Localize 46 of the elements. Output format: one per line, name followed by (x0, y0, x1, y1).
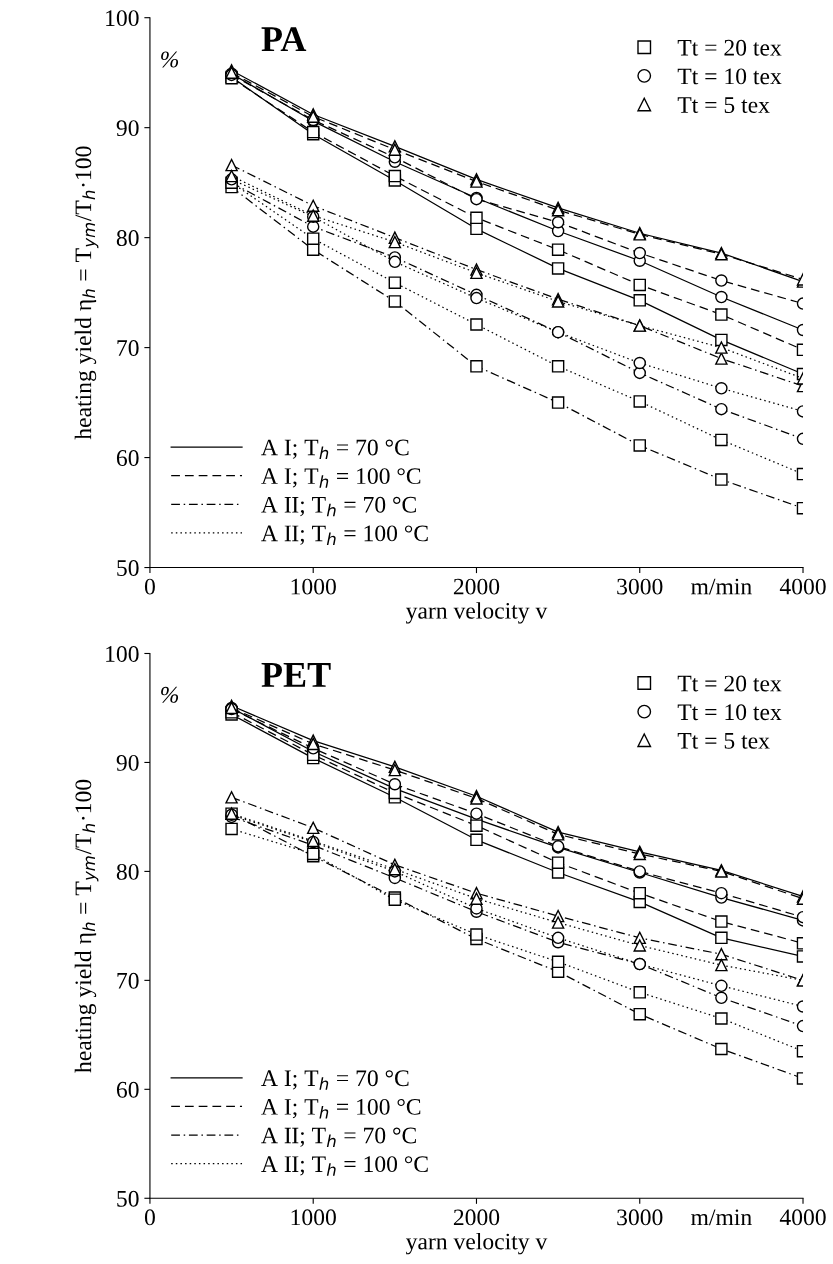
x-axis-title: yarn velocity v (405, 1232, 548, 1255)
y-tick-label: 80 (116, 863, 139, 880)
x-tick-label: m/min (691, 578, 752, 595)
legend-label: A I; T$_{h}$ = 100 °C (261, 468, 421, 488)
x-tick-label: 0 (144, 1209, 155, 1226)
x-tick-label: 0 (144, 578, 155, 595)
y-axis-title: heating yield η$_{h}$ = T$_{ym}$/T$_{h}$·100 (74, 146, 99, 440)
x-tick-label: 1000 (291, 578, 336, 595)
y-tick-label: 70 (117, 972, 139, 989)
legend-label: A I; T$_{h}$ = 70 °C (261, 439, 409, 460)
x-tick-label: 2000 (453, 578, 500, 595)
y-tick-label: 90 (116, 754, 139, 771)
y-tick-label: 60 (116, 1081, 139, 1098)
x-tick-label: 3000 (617, 1209, 663, 1226)
legend-label: Tt = 20 tex (677, 39, 782, 56)
legend-label: Tt = 10 tex (677, 704, 782, 721)
legend-label: Tt = 10 tex (677, 68, 782, 85)
legend-label: Tt = 5 tex (677, 97, 770, 113)
y-tick-label: 80 (116, 230, 139, 247)
annotation: % (161, 686, 179, 703)
y-tick-label: 50 (117, 1190, 139, 1207)
legend-label: A II; T$_{h}$ = 100 °C (261, 525, 428, 546)
x-tick-label: 3000 (617, 578, 663, 595)
y-tick-label: 100 (106, 10, 139, 27)
y-tick-label: 90 (116, 120, 139, 137)
legend-label: A I; T$_{h}$ = 100 °C (261, 1098, 421, 1119)
legend-label: A I; T$_{h}$ = 70 °C (261, 1070, 409, 1090)
legend-label: Tt = 20 tex (677, 675, 782, 692)
y-tick-label: 70 (117, 340, 139, 357)
legend-label: Tt = 5 tex (677, 733, 770, 749)
y-axis-title: heating yield η$_{h}$ = T$_{ym}$/T$_{h}$·100 (74, 779, 99, 1073)
legend-label: A II; T$_{h}$ = 70 °C (261, 496, 416, 517)
chart-title: PET (261, 663, 331, 687)
x-axis-title: yarn velocity v (405, 602, 548, 624)
x-tick-label: 1000 (291, 1209, 336, 1226)
x-tick-label: m/min (691, 1209, 752, 1226)
y-tick-label: 60 (116, 450, 139, 466)
y-tick-label: 100 (106, 645, 139, 662)
x-tick-label: 2000 (453, 1209, 500, 1226)
legend-label: A II; T$_{h}$ = 70 °C (261, 1127, 416, 1148)
y-tick-label: 50 (117, 560, 139, 576)
x-tick-label: 4000 (779, 578, 826, 595)
x-tick-label: 4000 (779, 1209, 826, 1226)
chart-title: PA (261, 27, 307, 51)
annotation: % (161, 51, 179, 68)
legend-label: A II; T$_{h}$ = 100 °C (261, 1156, 428, 1176)
